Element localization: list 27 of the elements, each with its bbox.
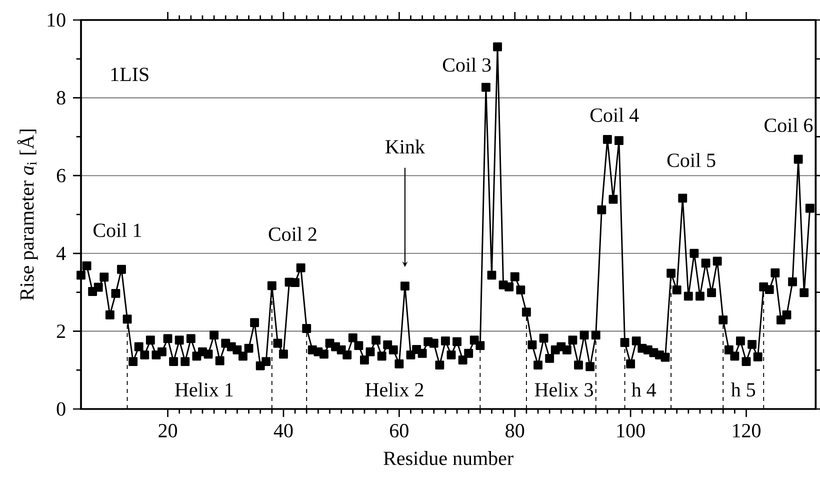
y-axis-title: Rise parameter a$_{i}$ [Å] bbox=[17, 130, 38, 300]
annotation: Coil 4 bbox=[590, 108, 639, 122]
x-tick-label: 40 bbox=[274, 424, 293, 438]
x-tick-label: 20 bbox=[158, 424, 178, 438]
y-tick-label: 6 bbox=[56, 168, 66, 182]
annotation: Coil 1 bbox=[94, 223, 141, 238]
annotation: Helix 3 bbox=[534, 382, 593, 397]
y-tick-label: 8 bbox=[56, 91, 66, 105]
x-tick-label: 100 bbox=[617, 424, 645, 438]
annotation: Helix 1 bbox=[175, 382, 233, 397]
annotation: Coil 6 bbox=[764, 118, 813, 132]
y-tick-label: 2 bbox=[56, 324, 65, 338]
annotation: Kink bbox=[386, 140, 425, 154]
y-tick-label: 0 bbox=[56, 402, 66, 416]
annotation: Coil 5 bbox=[667, 153, 716, 168]
y-tick-label: 4 bbox=[56, 246, 66, 260]
annotation: h 5 bbox=[731, 382, 756, 397]
annotation: Helix 2 bbox=[365, 382, 424, 397]
annotation: Coil 2 bbox=[268, 226, 316, 241]
annotation: h 4 bbox=[632, 382, 656, 396]
x-axis-title: Residue number bbox=[384, 451, 514, 466]
x-tick-label: 60 bbox=[390, 424, 408, 438]
x-tick-label: 120 bbox=[733, 424, 760, 438]
annotation: Coil 3 bbox=[442, 58, 491, 72]
y-tick-label: 10 bbox=[48, 13, 66, 27]
annotation: 1LIS bbox=[111, 68, 148, 82]
x-tick-label: 80 bbox=[506, 424, 524, 438]
